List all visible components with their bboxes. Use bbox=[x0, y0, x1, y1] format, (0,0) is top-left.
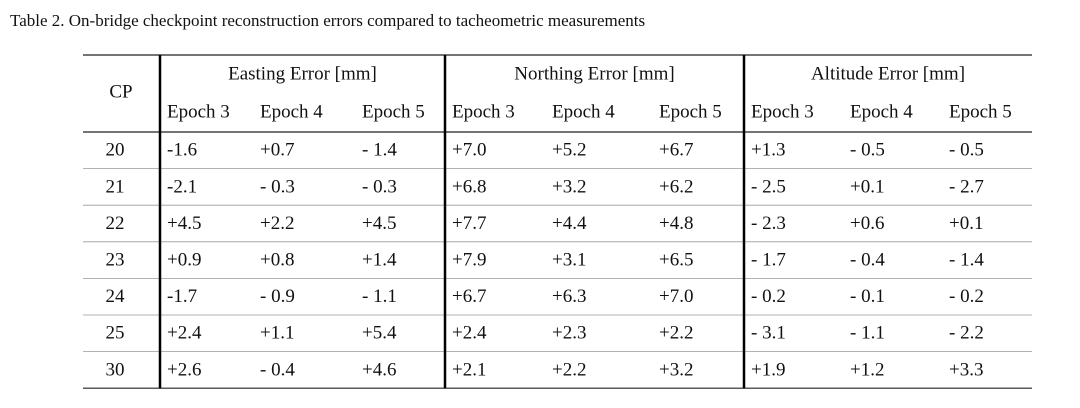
group-header: Easting Error [mm] bbox=[228, 63, 377, 84]
value-cell: +2.2 bbox=[659, 323, 693, 344]
value-cell: +4.4 bbox=[552, 213, 587, 234]
cp-cell: 22 bbox=[106, 213, 125, 234]
value-cell: +1.1 bbox=[260, 323, 294, 344]
cp-cell: 25 bbox=[106, 323, 125, 344]
value-cell: +2.2 bbox=[552, 359, 586, 380]
value-cell: - 0.9 bbox=[260, 286, 295, 307]
cp-cell: 23 bbox=[106, 249, 125, 270]
value-cell: +1.9 bbox=[751, 359, 785, 380]
value-cell: +1.4 bbox=[362, 249, 397, 270]
value-cell: +6.2 bbox=[659, 176, 693, 197]
cp-cell: 21 bbox=[106, 176, 125, 197]
value-cell: +3.3 bbox=[949, 359, 983, 380]
value-cell: - 0.4 bbox=[260, 359, 295, 380]
value-cell: +0.9 bbox=[167, 249, 201, 270]
value-cell: -1.6 bbox=[167, 140, 197, 161]
value-cell: - 0.2 bbox=[751, 286, 786, 307]
value-cell: +0.7 bbox=[260, 140, 294, 161]
sub-header: Epoch 3 bbox=[167, 101, 230, 122]
value-cell: +6.5 bbox=[659, 249, 693, 270]
value-cell: - 3.1 bbox=[751, 323, 786, 344]
value-cell: +6.7 bbox=[452, 286, 486, 307]
value-cell: +2.6 bbox=[167, 359, 201, 380]
value-cell: +2.3 bbox=[552, 323, 586, 344]
value-cell: +2.2 bbox=[260, 213, 294, 234]
value-cell: +0.1 bbox=[949, 213, 983, 234]
value-cell: +3.1 bbox=[552, 249, 586, 270]
value-cell: - 1.7 bbox=[751, 249, 786, 270]
value-cell: -1.7 bbox=[167, 286, 197, 307]
value-cell: - 0.4 bbox=[850, 249, 885, 270]
value-cell: +5.4 bbox=[362, 323, 397, 344]
value-cell: +4.5 bbox=[362, 213, 396, 234]
value-cell: +5.2 bbox=[552, 140, 586, 161]
cp-cell: 20 bbox=[106, 140, 125, 161]
value-cell: +7.7 bbox=[452, 213, 486, 234]
corner-header: CP bbox=[109, 81, 132, 102]
value-cell: - 2.5 bbox=[751, 176, 786, 197]
cp-cell: 24 bbox=[106, 286, 126, 307]
value-cell: +0.6 bbox=[850, 213, 884, 234]
sub-header: Epoch 3 bbox=[452, 101, 515, 122]
value-cell: - 1.4 bbox=[949, 249, 984, 270]
value-cell: - 0.3 bbox=[362, 176, 397, 197]
sub-header: Epoch 5 bbox=[659, 101, 722, 122]
value-cell: +7.9 bbox=[452, 249, 486, 270]
sub-header: Epoch 4 bbox=[260, 101, 323, 122]
sub-header: Epoch 3 bbox=[751, 101, 814, 122]
value-cell: - 0.5 bbox=[949, 140, 984, 161]
value-cell: +2.1 bbox=[452, 359, 486, 380]
cp-cell: 30 bbox=[106, 359, 125, 380]
sub-header: Epoch 4 bbox=[552, 101, 615, 122]
caption: Table 2. On-bridge checkpoint reconstruc… bbox=[10, 11, 645, 30]
value-cell: - 0.5 bbox=[850, 140, 885, 161]
sub-header: Epoch 5 bbox=[362, 101, 425, 122]
value-cell: +1.2 bbox=[850, 359, 884, 380]
value-cell: - 0.3 bbox=[260, 176, 295, 197]
value-cell: +6.3 bbox=[552, 286, 586, 307]
value-cell: - 1.4 bbox=[362, 140, 397, 161]
value-cell: +2.4 bbox=[167, 323, 202, 344]
value-cell: +6.7 bbox=[659, 140, 693, 161]
value-cell: - 2.3 bbox=[751, 213, 786, 234]
value-cell: - 0.2 bbox=[949, 286, 984, 307]
value-cell: +4.6 bbox=[362, 359, 396, 380]
value-cell: +2.4 bbox=[452, 323, 487, 344]
value-cell: +0.8 bbox=[260, 249, 294, 270]
value-cell: +4.5 bbox=[167, 213, 201, 234]
value-cell: +3.2 bbox=[552, 176, 586, 197]
group-header: Northing Error [mm] bbox=[514, 63, 674, 84]
value-cell: - 2.2 bbox=[949, 323, 984, 344]
value-cell: -2.1 bbox=[167, 176, 197, 197]
value-cell: +6.8 bbox=[452, 176, 486, 197]
sub-header: Epoch 4 bbox=[850, 101, 913, 122]
value-cell: +7.0 bbox=[659, 286, 693, 307]
sub-header: Epoch 5 bbox=[949, 101, 1012, 122]
value-cell: +3.2 bbox=[659, 359, 693, 380]
value-cell: - 0.1 bbox=[850, 286, 885, 307]
value-cell: - 1.1 bbox=[362, 286, 397, 307]
value-cell: +7.0 bbox=[452, 140, 486, 161]
value-cell: +4.8 bbox=[659, 213, 693, 234]
value-cell: - 1.1 bbox=[850, 323, 885, 344]
value-cell: +0.1 bbox=[850, 176, 884, 197]
group-header: Altitude Error [mm] bbox=[811, 63, 965, 84]
value-cell: +1.3 bbox=[751, 140, 785, 161]
value-cell: - 2.7 bbox=[949, 176, 984, 197]
